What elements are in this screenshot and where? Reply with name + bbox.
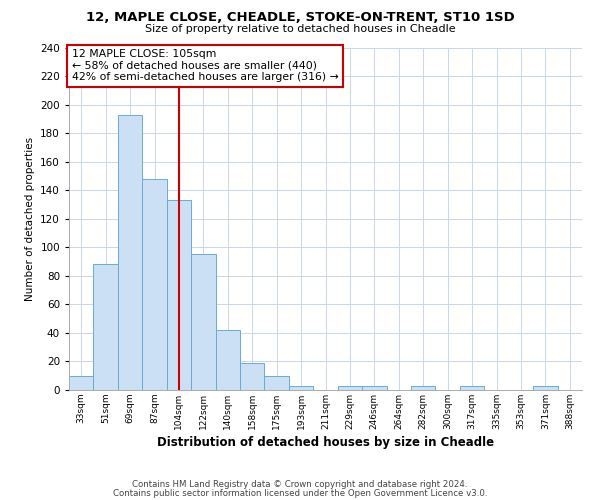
Text: Contains HM Land Registry data © Crown copyright and database right 2024.: Contains HM Land Registry data © Crown c… — [132, 480, 468, 489]
Bar — [533, 386, 557, 390]
Y-axis label: Number of detached properties: Number of detached properties — [25, 136, 35, 301]
X-axis label: Distribution of detached houses by size in Cheadle: Distribution of detached houses by size … — [157, 436, 494, 449]
Bar — [69, 376, 94, 390]
Bar — [289, 386, 313, 390]
Bar — [118, 114, 142, 390]
Bar — [338, 386, 362, 390]
Text: Size of property relative to detached houses in Cheadle: Size of property relative to detached ho… — [145, 24, 455, 34]
Text: 12, MAPLE CLOSE, CHEADLE, STOKE-ON-TRENT, ST10 1SD: 12, MAPLE CLOSE, CHEADLE, STOKE-ON-TRENT… — [86, 11, 514, 24]
Text: 12 MAPLE CLOSE: 105sqm
← 58% of detached houses are smaller (440)
42% of semi-de: 12 MAPLE CLOSE: 105sqm ← 58% of detached… — [71, 49, 338, 82]
Bar — [362, 386, 386, 390]
Bar — [411, 386, 436, 390]
Bar — [265, 376, 289, 390]
Bar — [94, 264, 118, 390]
Bar — [215, 330, 240, 390]
Bar — [460, 386, 484, 390]
Bar — [240, 363, 265, 390]
Bar — [191, 254, 215, 390]
Bar — [167, 200, 191, 390]
Text: Contains public sector information licensed under the Open Government Licence v3: Contains public sector information licen… — [113, 489, 487, 498]
Bar — [142, 179, 167, 390]
